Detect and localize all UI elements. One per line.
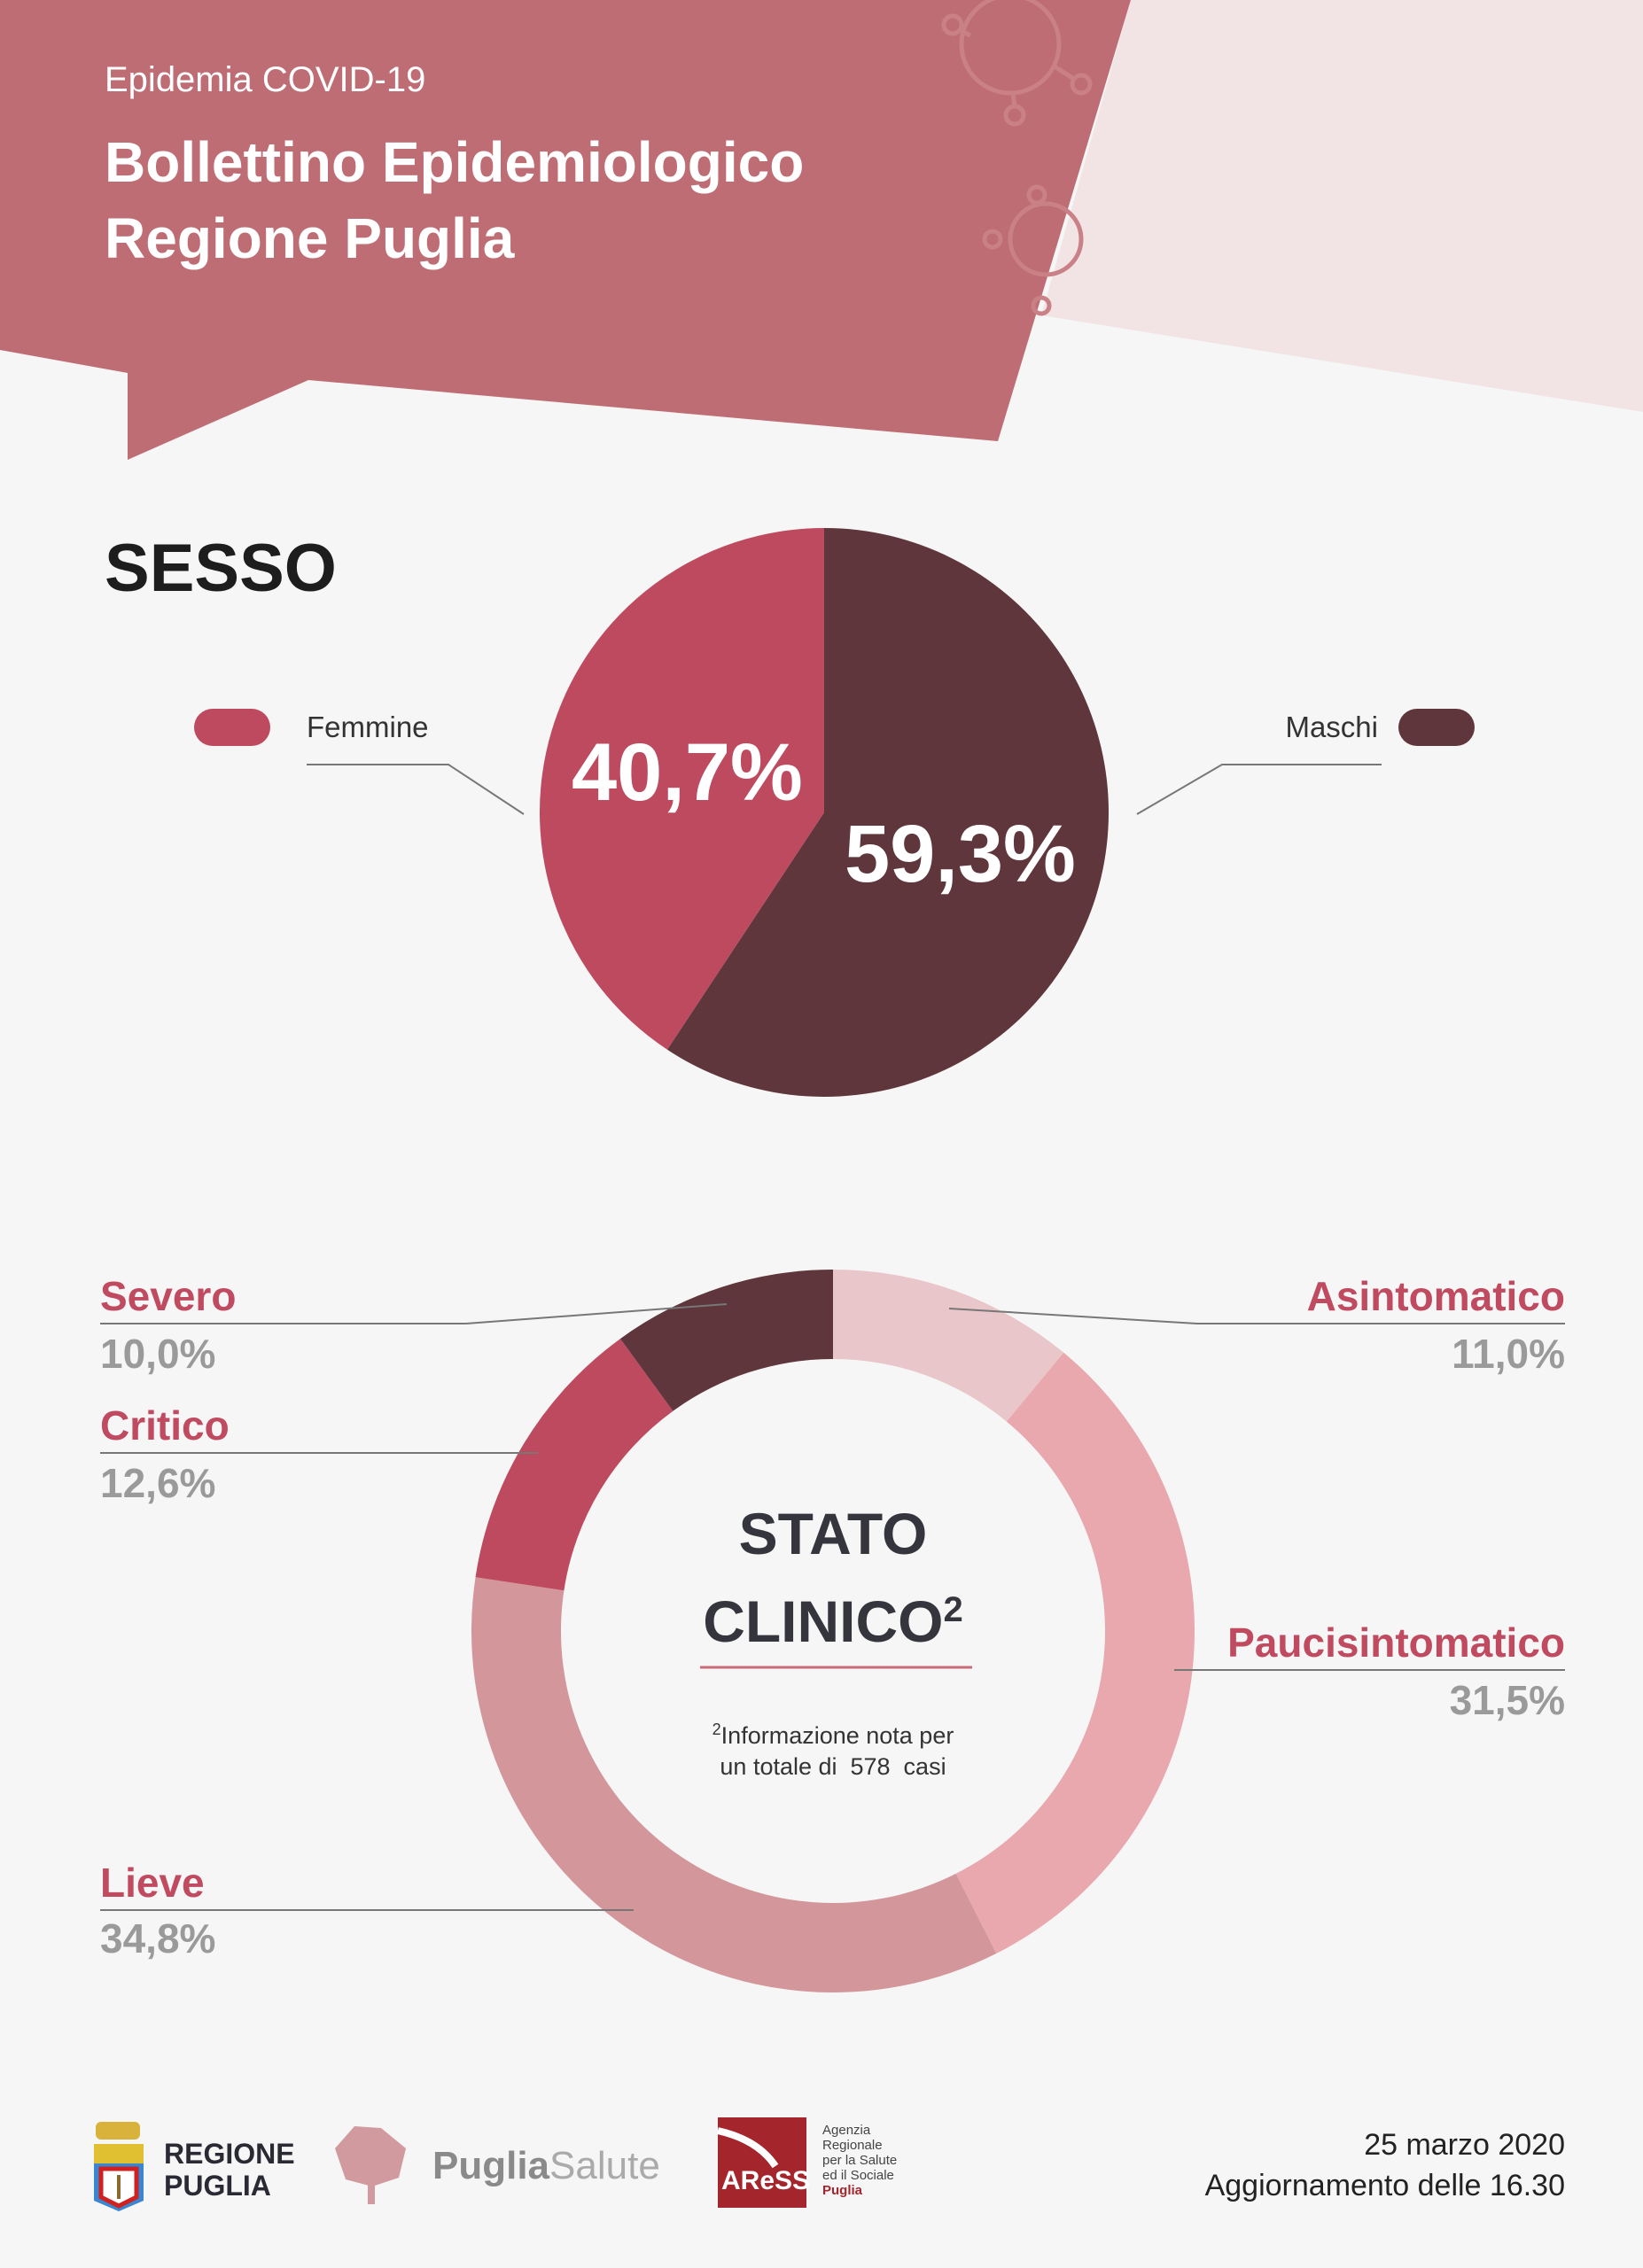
regione-puglia-logo bbox=[94, 2122, 144, 2211]
footnote-marker: 2 bbox=[712, 1720, 721, 1738]
footnote: 2Informazione nota per un totale di 578 … bbox=[567, 1714, 1099, 1783]
header-subtitle: Epidemia COVID-19 bbox=[105, 60, 426, 99]
leader-line-asintomatico bbox=[948, 1308, 1565, 1324]
footer-date: 25 marzo 2020 Aggiornamento delle 16.30 bbox=[1205, 2124, 1565, 2206]
label-lieve: Lieve bbox=[100, 1860, 205, 1906]
legend-swatch-femmine bbox=[194, 709, 270, 746]
logo-text: Puglia bbox=[432, 2144, 550, 2187]
donut-title-line: STATO bbox=[738, 1501, 928, 1566]
sex-section-title: SESSO bbox=[105, 531, 337, 606]
value-paucisintomatico: 31,5% bbox=[1449, 1677, 1565, 1723]
title-line: Bollettino Epidemiologico bbox=[105, 130, 805, 194]
label-critico: Critico bbox=[100, 1402, 230, 1449]
value-critico: 12,6% bbox=[100, 1460, 216, 1506]
puglia-salute-logo-text: PugliaSalute bbox=[432, 2144, 660, 2188]
label-asintomatico: Asintomatico bbox=[1306, 1273, 1565, 1319]
regione-puglia-logo-text: REGIONE PUGLIA bbox=[164, 2138, 295, 2202]
virus-icon bbox=[982, 184, 1084, 316]
title-line: Regione Puglia bbox=[105, 206, 515, 270]
clinical-state-donut-chart bbox=[471, 1269, 1195, 1992]
legend-label-maschi: Maschi bbox=[1285, 711, 1378, 743]
donut-slice-severo bbox=[619, 1270, 833, 1411]
value-severo: 10,0% bbox=[100, 1331, 216, 1377]
legend-swatch-maschi bbox=[1398, 709, 1475, 746]
footnote-marker: 2 bbox=[943, 1590, 963, 1629]
leader-line-femmine bbox=[307, 764, 525, 815]
donut-slice-critico bbox=[475, 1339, 674, 1591]
label-paucisintomatico: Paucisintomatico bbox=[1227, 1619, 1565, 1666]
pie-slice-maschi bbox=[666, 528, 1110, 1097]
logo-text: Salute bbox=[549, 2144, 660, 2187]
aress-logo-text: Agenzia Regionale per la Salute ed il So… bbox=[822, 2123, 897, 2198]
donut-title: STATO CLINICO2 bbox=[567, 1495, 1099, 1659]
leader-line-severo bbox=[100, 1303, 728, 1324]
footnote-line: 2Informazione nota per bbox=[567, 1714, 1099, 1751]
label-severo: Severo bbox=[100, 1273, 237, 1319]
leader-line-maschi bbox=[1136, 764, 1382, 815]
logo-text: Agenzia bbox=[822, 2123, 871, 2138]
value-lieve: 34,8% bbox=[100, 1915, 216, 1961]
footnote-line: un totale di 578 casi bbox=[720, 1753, 946, 1780]
pie-slice-femmine bbox=[540, 528, 824, 1050]
donut-slice-lieve bbox=[471, 1577, 997, 1992]
logo-text: ed il Sociale bbox=[822, 2168, 894, 2183]
pie-label-femmine: 40,7% bbox=[572, 727, 803, 818]
update-time: Aggiornamento delle 16.30 bbox=[1204, 2169, 1565, 2202]
logo-text: per la Salute bbox=[822, 2153, 898, 2168]
donut-title-text: CLINICO bbox=[703, 1588, 944, 1654]
value-asintomatico: 11,0% bbox=[1452, 1331, 1565, 1377]
sex-pie-chart bbox=[540, 528, 1110, 1097]
leader-lines bbox=[100, 764, 1565, 1911]
logo-text: Puglia bbox=[822, 2183, 863, 2198]
logo-text: Regionale bbox=[822, 2138, 883, 2153]
aress-logo-mark bbox=[717, 2117, 806, 2208]
virus-icon bbox=[941, 0, 1093, 127]
donut-title-line: CLINICO2 bbox=[567, 1572, 1099, 1659]
header-light-shape bbox=[1041, 0, 1643, 412]
donut-slice-asintomatico bbox=[833, 1269, 1064, 1422]
aress-logo-mark-text: AReSS bbox=[721, 2166, 811, 2195]
pie-label-maschi: 59,3% bbox=[845, 809, 1076, 899]
logo-text: REGIONE bbox=[164, 2138, 295, 2170]
puglia-salute-logo-tree bbox=[335, 2126, 406, 2204]
donut-slice-paucisintomatico bbox=[955, 1352, 1195, 1954]
legend-label-femmine: Femmine bbox=[307, 711, 429, 743]
report-date: 25 marzo 2020 bbox=[1364, 2128, 1565, 2162]
page-title: Bollettino Epidemiologico Regione Puglia bbox=[105, 124, 804, 276]
logo-text: PUGLIA bbox=[164, 2170, 271, 2202]
footnote-text: Informazione nota per bbox=[720, 1722, 954, 1749]
header-speech-bubble bbox=[0, 0, 1131, 460]
